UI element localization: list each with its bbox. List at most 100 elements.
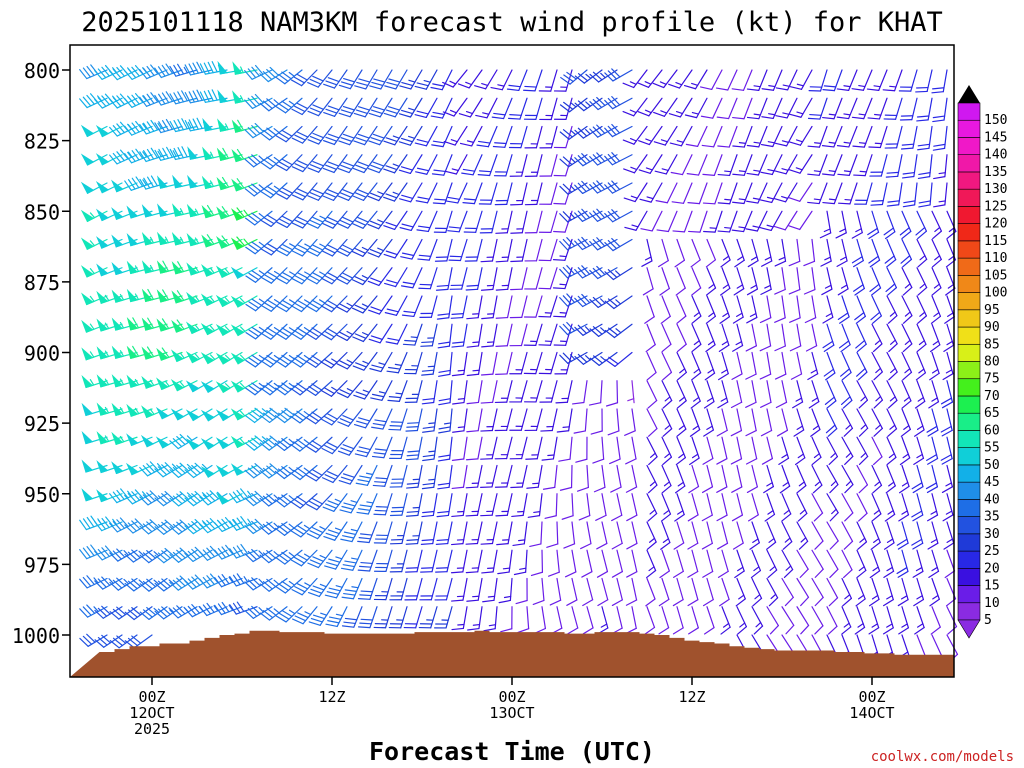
colorbar-swatch	[957, 257, 981, 276]
wind-barb	[553, 323, 573, 346]
wind-barb	[822, 295, 834, 324]
colorbar-label: 115	[984, 234, 1007, 249]
wind-barb	[367, 267, 393, 287]
wind-barb	[156, 347, 183, 361]
wind-barb	[352, 351, 378, 371]
wind-barb	[581, 549, 593, 578]
wind-barb	[853, 154, 873, 177]
colorbar-swatch	[957, 223, 981, 242]
wind-barb	[306, 210, 333, 229]
wind-barb	[185, 350, 213, 364]
wind-barb	[899, 210, 912, 240]
wind-barb	[716, 521, 729, 550]
wind-barb	[260, 380, 288, 396]
wind-barb	[169, 605, 198, 619]
wind-barb	[931, 210, 943, 240]
wind-barb	[450, 521, 468, 546]
colorbar-swatch	[957, 154, 981, 173]
credit-text[interactable]: coolwx.com/models	[871, 749, 1014, 765]
wind-barb	[451, 493, 468, 518]
wind-barb	[627, 380, 635, 404]
wind-barb	[383, 238, 408, 259]
wind-barb	[855, 323, 867, 353]
wind-barb	[259, 435, 288, 451]
wind-barb	[139, 606, 168, 621]
wind-barb	[215, 380, 243, 394]
wind-barb	[745, 436, 758, 465]
y-tick-label: 825	[24, 130, 60, 154]
wind-barb	[930, 295, 942, 324]
wind-barb	[701, 464, 714, 494]
colorbar-swatch	[957, 119, 981, 138]
wind-barb	[231, 207, 258, 221]
wind-barb	[624, 408, 636, 436]
wind-barb	[541, 436, 558, 461]
wind-barb	[442, 97, 468, 117]
wind-barb	[559, 351, 588, 364]
wind-barb	[495, 351, 513, 375]
wind-barb	[373, 549, 393, 573]
wind-barb	[596, 521, 608, 550]
wind-barb	[927, 521, 939, 550]
wind-barb	[746, 69, 768, 91]
wind-barb	[805, 323, 818, 352]
wind-barb	[184, 89, 213, 104]
wind-barb	[169, 433, 198, 450]
wind-barb	[383, 125, 408, 146]
wind-barb	[480, 267, 498, 291]
wind-barb	[353, 408, 378, 429]
wind-barb	[868, 577, 880, 607]
wind-barb	[199, 602, 228, 617]
colorbar-label: 60	[984, 423, 1000, 438]
wind-barb	[660, 295, 671, 324]
wind-barb	[544, 493, 558, 519]
wind-barb	[245, 267, 273, 283]
wind-barb	[933, 182, 948, 208]
wind-barb	[916, 323, 927, 353]
wind-barb	[604, 237, 633, 252]
wind-barb	[351, 238, 378, 257]
wind-barb	[403, 351, 423, 375]
wind-barb	[646, 351, 657, 381]
wind-barb	[866, 69, 888, 91]
wind-barb	[660, 493, 672, 522]
wind-barb	[735, 577, 746, 607]
wind-barb	[276, 154, 303, 172]
wind-barb	[733, 267, 745, 296]
wind-barb	[901, 295, 913, 324]
wind-barb	[373, 493, 393, 516]
wind-barb	[169, 462, 198, 478]
wind-barb	[826, 464, 839, 494]
wind-barb	[689, 436, 700, 466]
wind-barb	[373, 577, 393, 601]
wind-barb	[451, 577, 468, 602]
wind-barb	[589, 208, 618, 222]
wind-barb	[467, 606, 483, 631]
wind-barb	[341, 606, 363, 628]
wind-barb	[716, 436, 728, 465]
wind-barb	[405, 408, 423, 432]
wind-barb	[291, 97, 318, 116]
wind-barb	[900, 125, 918, 150]
wind-barb	[481, 549, 498, 574]
wind-barb	[517, 606, 530, 634]
wind-barb	[459, 125, 483, 147]
wind-barb	[259, 66, 288, 83]
wind-barb	[702, 549, 714, 578]
wind-barb	[416, 210, 438, 233]
wind-barb	[856, 380, 869, 409]
wind-barb	[451, 464, 468, 490]
colorbar-label: 100	[984, 286, 1007, 301]
wind-barb	[480, 380, 498, 404]
wind-barb	[442, 69, 468, 88]
wind-barb	[185, 408, 213, 422]
wind-barb	[434, 238, 453, 262]
wind-barb	[404, 577, 423, 601]
colorbar-swatch	[957, 499, 981, 517]
wind-barb	[720, 238, 731, 268]
wind-barb	[746, 464, 758, 494]
wind-barb	[819, 210, 832, 239]
wind-barb	[837, 267, 849, 296]
colorbar-swatch	[957, 206, 981, 224]
wind-barb	[916, 267, 928, 296]
